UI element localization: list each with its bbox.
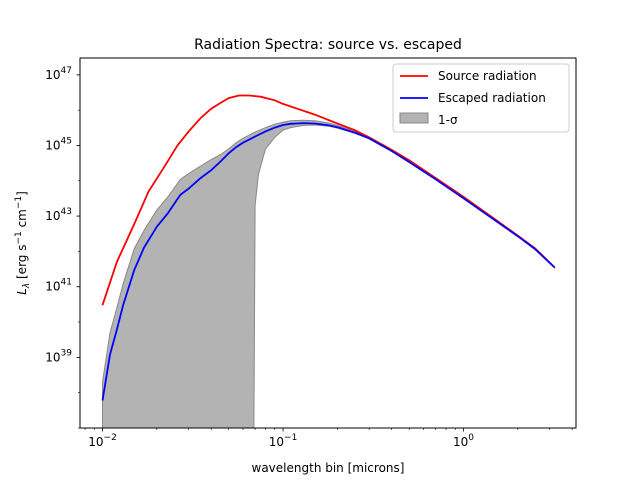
x-tick-label: 10−2: [88, 433, 117, 449]
plot-frame: [79, 57, 577, 429]
legend: Source radiation Escaped radiation 1-σ: [392, 63, 570, 133]
legend-label-band: 1-σ: [438, 113, 458, 127]
y-tick-label: 1045: [45, 136, 72, 152]
escaped-radiation-line: [101, 122, 556, 401]
y-tick-label: 1047: [45, 66, 72, 82]
chart-title: Radiation Spectra: source vs. escaped: [194, 37, 462, 53]
x-tick-label: 10−1: [269, 433, 298, 449]
legend-label-escaped: Escaped radiation: [438, 91, 546, 105]
legend-band-label-text: 1-σ: [438, 113, 458, 127]
y-tick-label: 1043: [45, 207, 72, 223]
legend-label-source: Source radiation: [438, 69, 537, 83]
y-tick-label: 1039: [45, 348, 72, 364]
y-axis-ticks: 1039 1041 1043 1045 1047: [45, 66, 80, 429]
legend-swatch-band: [399, 112, 429, 124]
y-tick-label: 1041: [45, 278, 72, 294]
x-tick-label: 100: [453, 433, 474, 449]
legend-box: [392, 63, 570, 133]
y-axis-label: Lλ [erg s−1 cm−1]: [14, 191, 32, 295]
x-axis-label: wavelength bin [microns]: [252, 461, 405, 475]
x-axis-ticks: 10−2 10−1 100: [84, 428, 573, 449]
one-sigma-band: [102, 119, 556, 428]
source-radiation-line: [101, 94, 556, 306]
